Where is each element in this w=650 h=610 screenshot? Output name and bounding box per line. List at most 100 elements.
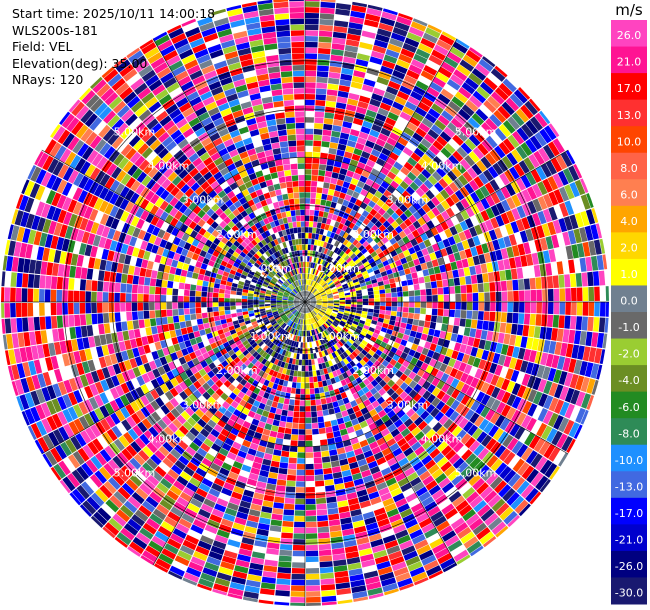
velocity-gate bbox=[229, 581, 245, 591]
velocity-gate bbox=[436, 380, 446, 390]
velocity-gate bbox=[445, 207, 455, 218]
velocity-gate bbox=[297, 446, 305, 453]
velocity-gate bbox=[361, 349, 368, 356]
velocity-gate bbox=[322, 129, 332, 137]
velocity-gate bbox=[415, 486, 428, 497]
velocity-gate bbox=[472, 235, 481, 246]
velocity-gate bbox=[255, 426, 264, 434]
velocity-gate bbox=[571, 287, 577, 302]
velocity-gate bbox=[458, 504, 473, 517]
velocity-gate bbox=[222, 513, 236, 522]
velocity-gate bbox=[358, 264, 365, 270]
velocity-gate bbox=[320, 273, 326, 279]
velocity-gate bbox=[344, 194, 352, 202]
velocity-gate bbox=[76, 485, 90, 500]
velocity-gate bbox=[439, 131, 452, 143]
velocity-gate bbox=[465, 513, 480, 526]
velocity-gate bbox=[487, 494, 502, 508]
velocity-gate bbox=[319, 24, 333, 32]
velocity-gate bbox=[333, 406, 341, 414]
velocity-gate bbox=[453, 178, 464, 190]
velocity-gate bbox=[323, 182, 330, 189]
velocity-gate bbox=[543, 380, 553, 395]
velocity-gate bbox=[443, 302, 450, 310]
velocity-gate bbox=[53, 222, 63, 237]
velocity-gate bbox=[356, 336, 363, 343]
velocity-gate bbox=[317, 286, 323, 292]
velocity-gate bbox=[298, 359, 302, 366]
velocity-gate bbox=[400, 322, 407, 329]
velocity-gate bbox=[318, 287, 324, 292]
velocity-gate bbox=[112, 363, 122, 375]
velocity-gate bbox=[311, 422, 319, 429]
velocity-gate bbox=[520, 360, 529, 373]
velocity-gate bbox=[166, 489, 179, 501]
velocity-gate bbox=[251, 372, 258, 380]
velocity-gate bbox=[478, 172, 489, 185]
velocity-gate bbox=[78, 415, 90, 430]
velocity-gate bbox=[393, 433, 404, 443]
velocity-gate bbox=[301, 359, 305, 366]
velocity-gate bbox=[410, 59, 425, 70]
velocity-gate bbox=[351, 585, 367, 594]
velocity-gate bbox=[347, 268, 354, 274]
velocity-gate bbox=[294, 347, 298, 354]
velocity-gate bbox=[320, 223, 326, 230]
velocity-gate bbox=[398, 365, 407, 373]
velocity-gate bbox=[323, 356, 328, 363]
velocity-gate bbox=[306, 336, 310, 343]
velocity-gate bbox=[236, 511, 249, 520]
velocity-gate bbox=[320, 332, 326, 338]
velocity-gate bbox=[420, 410, 430, 421]
velocity-gate bbox=[528, 325, 535, 338]
velocity-gate bbox=[360, 553, 374, 562]
velocity-gate bbox=[309, 324, 313, 330]
velocity-gate bbox=[220, 348, 228, 356]
velocity-gate bbox=[306, 285, 309, 291]
velocity-gate bbox=[290, 602, 305, 606]
velocity-gate bbox=[197, 386, 207, 395]
velocity-gate bbox=[440, 88, 454, 101]
velocity-gate bbox=[441, 445, 453, 457]
velocity-gate bbox=[266, 483, 277, 491]
velocity-gate bbox=[340, 186, 349, 194]
velocity-gate bbox=[382, 228, 390, 237]
velocity-gate bbox=[221, 323, 228, 329]
velocity-gate bbox=[163, 494, 176, 506]
velocity-gate bbox=[341, 434, 350, 442]
velocity-gate bbox=[489, 282, 496, 292]
velocity-gate bbox=[112, 251, 121, 263]
velocity-gate bbox=[238, 318, 245, 324]
velocity-gate bbox=[371, 427, 381, 436]
velocity-gate bbox=[255, 375, 262, 382]
velocity-gate bbox=[53, 463, 67, 479]
velocity-gate bbox=[365, 318, 372, 324]
velocity-gate bbox=[356, 310, 362, 314]
velocity-gate bbox=[288, 320, 293, 326]
velocity-gate bbox=[463, 536, 479, 549]
velocity-gate bbox=[244, 585, 260, 594]
velocity-gate bbox=[89, 410, 100, 424]
velocity-gate bbox=[412, 220, 421, 230]
velocity-gate bbox=[173, 252, 181, 261]
velocity-gate bbox=[467, 237, 476, 248]
velocity-gate bbox=[187, 503, 200, 514]
velocity-gate bbox=[530, 289, 537, 302]
velocity-gate bbox=[337, 223, 344, 230]
velocity-gate bbox=[115, 352, 124, 363]
velocity-gate bbox=[308, 312, 312, 319]
velocity-gate bbox=[308, 285, 311, 291]
velocity-gate bbox=[448, 253, 456, 263]
velocity-gate bbox=[34, 330, 42, 345]
velocity-gate bbox=[513, 89, 528, 104]
velocity-gate bbox=[278, 289, 285, 293]
velocity-gate bbox=[286, 339, 291, 345]
velocity-gate bbox=[51, 398, 62, 413]
velocity-gate bbox=[320, 280, 326, 286]
velocity-gate bbox=[345, 248, 352, 255]
velocity-gate bbox=[243, 267, 250, 274]
velocity-gate bbox=[230, 290, 237, 295]
velocity-gate bbox=[372, 243, 380, 251]
velocity-gate bbox=[312, 310, 317, 316]
velocity-gate bbox=[119, 198, 130, 210]
